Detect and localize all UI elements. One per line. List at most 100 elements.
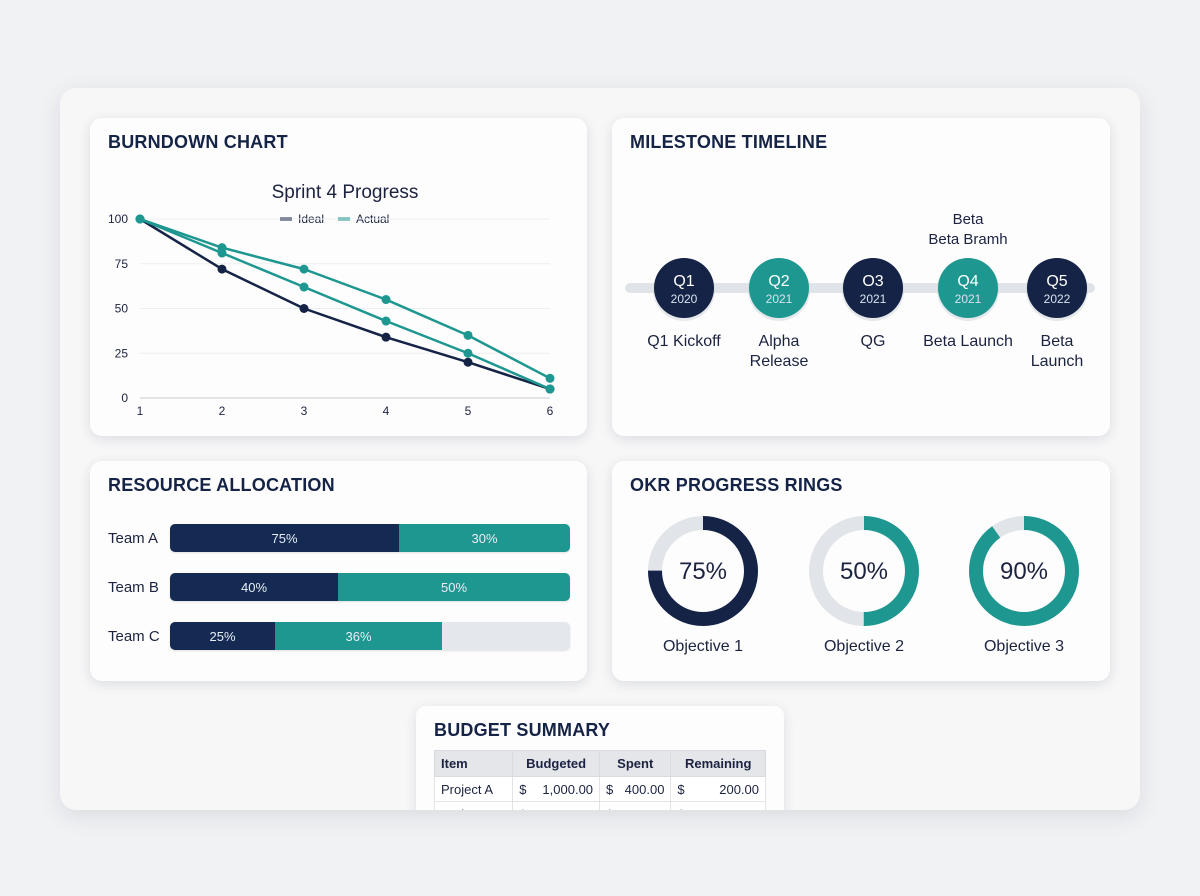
data-point <box>217 248 227 258</box>
chart-title: Sprint 4 Progress <box>272 182 419 203</box>
milestone-timeline: Beta Beta Bramh Q1 2020 Q1 Kickoff Q2 2021 Alph… <box>625 211 1095 370</box>
x-tick-label: 2 <box>219 404 226 418</box>
milestone-label: QG <box>861 333 886 350</box>
milestone-year: 2021 <box>955 292 982 306</box>
data-point <box>299 304 309 313</box>
y-tick-label: 0 <box>121 391 128 405</box>
ring-label: Objective 1 <box>663 638 743 655</box>
milestone-node <box>1027 258 1087 318</box>
milestone-node <box>843 258 903 318</box>
team-label: Team B <box>108 578 159 596</box>
y-tick-label: 75 <box>115 257 129 271</box>
x-tick-label: 3 <box>301 404 308 418</box>
budget-remaining: $25.00 <box>670 801 766 810</box>
resource-card: RESOURCE ALLOCATION Team A 75% 30% Team B 40… <box>90 461 587 681</box>
budget-remaining: $200.00 <box>670 776 766 802</box>
milestone-quarter: Q1 <box>673 273 694 290</box>
series-line-2 <box>139 217 551 380</box>
data-point <box>545 373 555 383</box>
budget-card: BUDGET SUMMARY Item Budgeted Spent Remainin… <box>416 706 784 810</box>
data-point <box>463 348 473 358</box>
resource-row: Team C 25% 36% <box>108 622 570 650</box>
data-point <box>299 264 309 274</box>
data-point <box>299 282 309 292</box>
budget-table: Item Budgeted Spent Remaining Project A $1,0… <box>433 750 766 810</box>
data-point <box>217 264 227 274</box>
milestone-node <box>938 258 998 318</box>
allocation-segment-primary: 40% <box>170 573 338 601</box>
milestone-label: Alpha <box>759 333 800 350</box>
data-point <box>381 316 391 326</box>
data-point <box>381 332 391 342</box>
budget-column-header: Remaining <box>670 750 766 777</box>
budget-header-row: Item Budgeted Spent Remaining <box>433 750 766 777</box>
team-label: Team C <box>108 627 160 645</box>
budget-item: Project A <box>433 776 514 802</box>
milestone-card: MILESTONE TIMELINE Beta Beta Bramh Q1 2020 Q… <box>612 118 1110 436</box>
milestone-node <box>749 258 809 318</box>
ring-progress <box>809 516 919 626</box>
budget-title: BUDGET SUMMARY <box>434 720 611 740</box>
milestone-quarter: Q2 <box>768 273 789 290</box>
burndown-title: BURNDOWN CHART <box>108 132 288 152</box>
ring-label: Objective 3 <box>984 638 1064 655</box>
x-tick-label: 4 <box>383 404 390 418</box>
x-tick-label: 5 <box>465 404 472 418</box>
y-tick-label: 25 <box>115 346 129 360</box>
milestone-label: Q1 Kickoff <box>647 333 721 350</box>
allocation-bar: 40% 50% <box>170 573 570 601</box>
resource-row: Team A 75% 30% <box>108 524 570 552</box>
milestone-year: 2022 <box>1044 292 1071 306</box>
data-point <box>381 295 391 305</box>
milestone-note-line: Beta Bramh <box>928 231 1007 248</box>
milestone-node <box>654 258 714 318</box>
data-point <box>463 330 473 340</box>
burndown-card: BURNDOWN CHART Sprint 4 Progress Ideal Act… <box>90 118 587 436</box>
milestone-year: 2021 <box>766 292 793 306</box>
allocation-segment-primary: 25% <box>170 622 275 650</box>
budget-column-header: Spent <box>599 750 672 777</box>
milestone-note-line: Beta <box>953 211 985 228</box>
allocation-segment-primary: 75% <box>170 524 399 552</box>
allocation-segment-secondary: 36% <box>275 622 442 650</box>
milestone-quarter: O3 <box>862 273 883 290</box>
dashboard: BURNDOWN CHART Sprint 4 Progress Ideal Act… <box>60 88 1140 810</box>
budget-row: Project A $1,000.00 $400.00 $200.00 <box>433 776 766 802</box>
data-point <box>463 357 473 367</box>
ring-value: 50% <box>840 558 888 585</box>
data-point <box>545 384 555 394</box>
milestone-quarter: Q5 <box>1046 273 1067 290</box>
budget-column-header: Item <box>433 750 514 777</box>
ring-progress <box>969 516 1079 626</box>
budget-column-header: Budgeted <box>512 750 601 777</box>
allocation-segment-secondary: 50% <box>338 573 570 601</box>
x-tick-label: 1 <box>137 404 144 418</box>
data-point <box>135 214 145 224</box>
budget-row: Project B$500.00$180.00$25.00 <box>433 801 766 810</box>
ring-progress <box>648 516 758 626</box>
x-tick-label: 6 <box>547 404 554 418</box>
series-line-3 <box>139 217 551 391</box>
okr-title: OKR PROGRESS RINGS <box>630 475 843 495</box>
y-tick-label: 100 <box>108 212 128 226</box>
milestone-label: Launch <box>1031 353 1084 370</box>
y-tick-label: 50 <box>115 302 129 316</box>
resource-title: RESOURCE ALLOCATION <box>108 475 335 495</box>
series-line-1 <box>139 217 551 391</box>
milestone-title: MILESTONE TIMELINE <box>630 132 828 152</box>
budget-item: Project B <box>433 801 514 810</box>
budget-budgeted: $500.00 <box>512 801 601 810</box>
milestone-label: Beta <box>1041 333 1074 350</box>
allocation-bar: 25% 36% <box>170 622 570 650</box>
milestone-label: Beta Launch <box>923 333 1013 350</box>
ring-value: 90% <box>1000 558 1048 585</box>
milestone-year: 2021 <box>860 292 887 306</box>
okr-rings: 75% Objective 1 50% Objective 2 90% Objective… <box>648 516 1079 655</box>
milestone-year: 2020 <box>671 292 698 306</box>
ring-value: 75% <box>679 558 727 585</box>
ring-label: Objective 2 <box>824 638 904 655</box>
allocation-segment-secondary: 30% <box>399 524 570 552</box>
budget-budgeted: $1,000.00 <box>512 776 601 802</box>
resource-row: Team B 40% 50% <box>108 573 570 601</box>
